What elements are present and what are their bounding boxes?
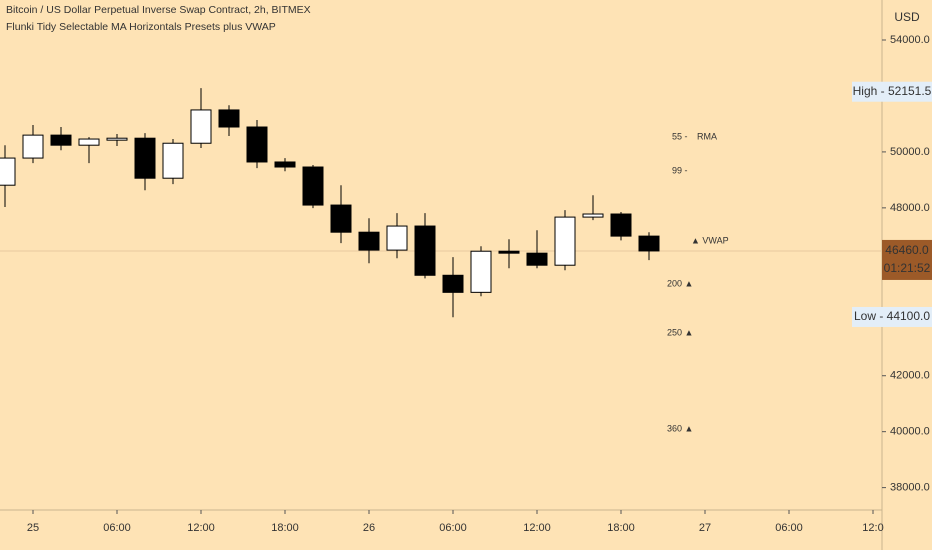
x-tick-label: 18:00 bbox=[607, 522, 635, 534]
candle-body bbox=[638, 235, 660, 252]
candle-body bbox=[526, 252, 548, 266]
indicator-marker: 55 - bbox=[672, 131, 688, 141]
candle-body bbox=[610, 213, 632, 237]
x-tick-label: 27 bbox=[699, 522, 711, 534]
x-tick-label: 26 bbox=[363, 522, 375, 534]
y-tick-label: 40000.0 bbox=[890, 426, 930, 438]
candle-body bbox=[134, 137, 156, 179]
candle-body bbox=[554, 216, 576, 266]
candle-body bbox=[106, 137, 128, 141]
candle-body bbox=[274, 161, 296, 168]
candle-body bbox=[302, 166, 324, 206]
x-tick-label: 06:00 bbox=[103, 522, 131, 534]
candle-body bbox=[22, 134, 44, 159]
indicator-marker: 200 ▲ bbox=[667, 278, 693, 288]
candle-body bbox=[414, 225, 436, 276]
indicator-marker: RMA bbox=[697, 131, 717, 141]
y-tick-label: 42000.0 bbox=[890, 370, 930, 382]
last-price-label: 46460.0 bbox=[885, 243, 929, 257]
candle-body bbox=[246, 126, 268, 163]
currency-label: USD bbox=[894, 10, 920, 24]
candle-body bbox=[162, 142, 184, 179]
high-label: High - 52151.5 bbox=[853, 84, 932, 98]
last-price-box bbox=[882, 239, 932, 280]
high-box bbox=[852, 81, 932, 102]
x-tick-label: 12:00 bbox=[523, 522, 551, 534]
y-tick-label: 50000.0 bbox=[890, 146, 930, 158]
x-tick-label: 25 bbox=[27, 522, 39, 534]
candle-body bbox=[190, 109, 212, 144]
low-box bbox=[852, 306, 932, 327]
candle-body bbox=[50, 134, 72, 146]
x-tick-label: 18:00 bbox=[271, 522, 299, 534]
low-label: Low - 44100.0 bbox=[854, 309, 930, 323]
y-tick-label: 54000.0 bbox=[890, 34, 930, 46]
countdown: 01:21:52 bbox=[884, 261, 931, 275]
candle-body bbox=[582, 213, 604, 218]
candle-body bbox=[78, 138, 100, 146]
candle-body bbox=[358, 231, 380, 251]
candle-body bbox=[386, 225, 408, 251]
x-tick-label: 06:00 bbox=[439, 522, 467, 534]
x-tick-label: 12:00 bbox=[187, 522, 215, 534]
x-tick-label: 12:0 bbox=[862, 522, 883, 534]
candle-body bbox=[442, 274, 464, 293]
candle-body bbox=[330, 204, 352, 233]
x-tick-label: 06:00 bbox=[775, 522, 803, 534]
candle-body bbox=[498, 250, 520, 254]
indicator-marker: 99 - bbox=[672, 165, 688, 175]
candle-body bbox=[218, 109, 240, 128]
candle-body bbox=[470, 250, 492, 293]
y-tick-label: 48000.0 bbox=[890, 202, 930, 214]
indicator-marker: ▲ VWAP bbox=[691, 235, 729, 245]
candle-body bbox=[0, 157, 16, 186]
indicator-marker: 360 ▲ bbox=[667, 423, 693, 433]
indicator-marker: 250 ▲ bbox=[667, 327, 693, 337]
chart-title: Bitcoin / US Dollar Perpetual Inverse Sw… bbox=[6, 4, 311, 16]
chart-subtitle: Flunki Tidy Selectable MA Horizontals Pr… bbox=[6, 21, 276, 33]
y-tick-label: 38000.0 bbox=[890, 482, 930, 494]
